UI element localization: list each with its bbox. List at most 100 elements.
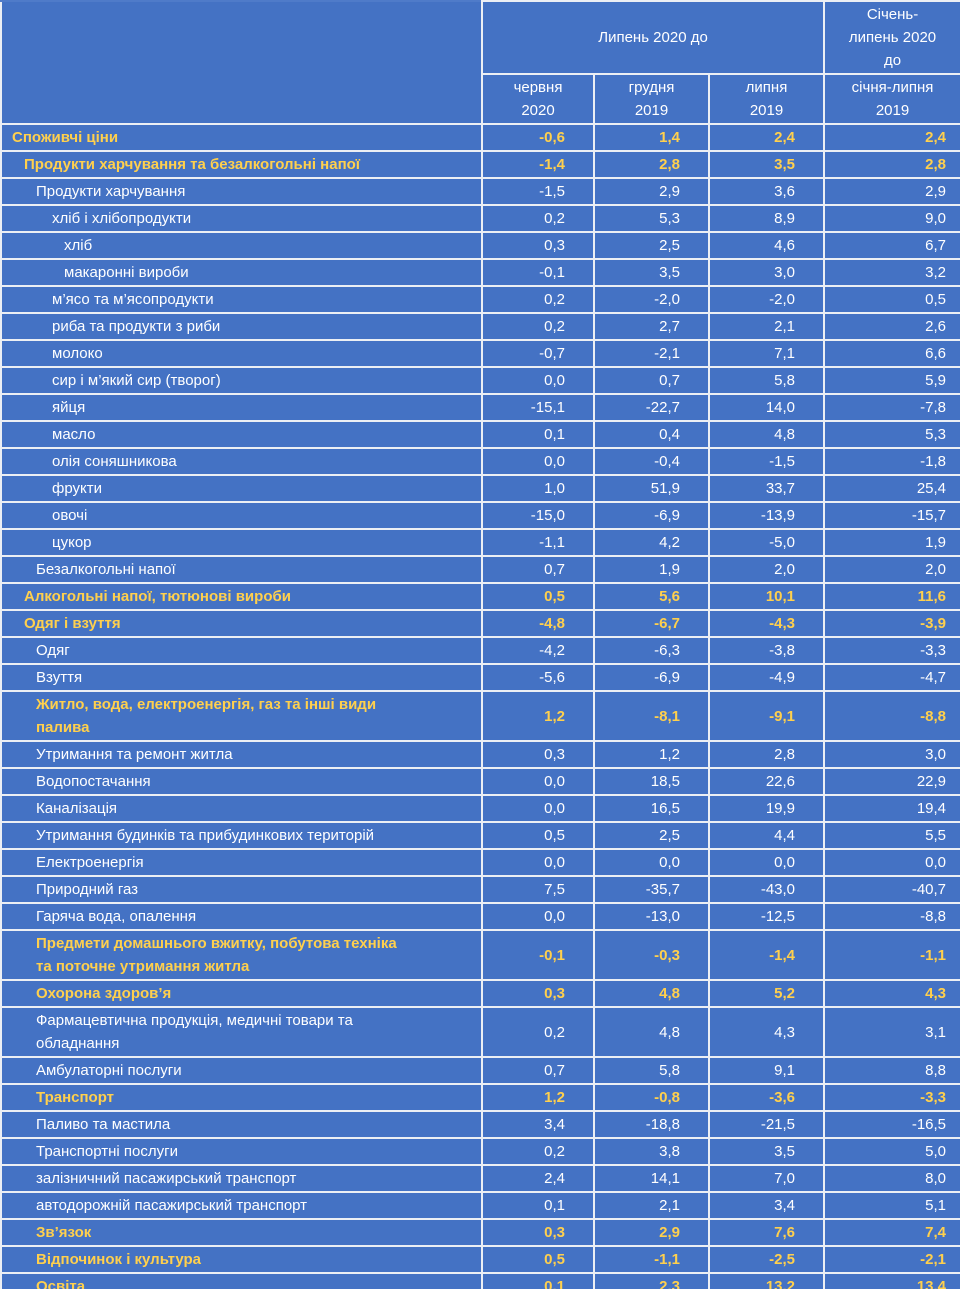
value-vs-december-2019: 2,9 [593, 177, 710, 206]
value-vs-december-2019: 3,5 [593, 258, 710, 287]
table-row: Природний газ 7,5 -35,7 -43,0 -40,7 [0, 875, 960, 904]
table-row: молоко -0,7 -2,1 7,1 6,6 [0, 339, 960, 368]
value-vs-june-2020: 0,3 [481, 740, 595, 769]
value-vs-june-2020: 0,1 [481, 1191, 595, 1220]
subcol-jan-july-2019: січня-липня 2019 [823, 73, 960, 125]
value-vs-june-2020: -4,8 [481, 609, 595, 638]
value-vs-december-2019: -8,1 [593, 690, 710, 742]
value-vs-june-2020: 0,0 [481, 902, 595, 931]
value-vs-december-2019: 1,4 [593, 123, 710, 152]
value-vs-june-2020: -1,5 [481, 177, 595, 206]
row-label: Транспорт [0, 1083, 483, 1112]
value-vs-december-2019: 2,3 [593, 1272, 710, 1289]
table-row: Безалкогольні напої 0,7 1,9 2,0 2,0 [0, 555, 960, 584]
table-row: масло 0,1 0,4 4,8 5,3 [0, 420, 960, 449]
table-row: Фармацевтична продукція, медичні товари … [0, 1006, 960, 1058]
row-label: Безалкогольні напої [0, 555, 483, 584]
table-row: Продукти харчування -1,5 2,9 3,6 2,9 [0, 177, 960, 206]
value-jan-july-vs-2019: 5,1 [823, 1191, 960, 1220]
table-row: Житло, вода, електроенергія, газ та інші… [0, 690, 960, 742]
table-row: Споживчі ціни -0,6 1,4 2,4 2,4 [0, 123, 960, 152]
row-label: Алкогольні напої, тютюнові вироби [0, 582, 483, 611]
value-vs-july-2019: 3,5 [707, 150, 826, 179]
value-jan-july-vs-2019: -16,5 [823, 1110, 960, 1139]
value-jan-july-vs-2019: -8,8 [823, 690, 960, 742]
table-row: Каналізація 0,0 16,5 19,9 19,4 [0, 794, 960, 823]
value-jan-july-vs-2019: 8,0 [823, 1164, 960, 1193]
value-jan-july-vs-2019: 19,4 [823, 794, 960, 823]
row-label: Зв’язок [0, 1218, 483, 1247]
value-vs-december-2019: 4,8 [593, 1006, 710, 1058]
row-label: Каналізація [0, 794, 483, 823]
table-row: Утримання та ремонт житла 0,3 1,2 2,8 3,… [0, 740, 960, 769]
value-vs-december-2019: -0,3 [593, 929, 710, 981]
table-row: Транспорт 1,2 -0,8 -3,6 -3,3 [0, 1083, 960, 1112]
value-vs-june-2020: 0,3 [481, 979, 595, 1008]
value-jan-july-vs-2019: -7,8 [823, 393, 960, 422]
table-row: овочі -15,0 -6,9 -13,9 -15,7 [0, 501, 960, 530]
table-row: сир і м’який сир (творог) 0,0 0,7 5,8 5,… [0, 366, 960, 395]
table-row: хліб і хлібопродукти 0,2 5,3 8,9 9,0 [0, 204, 960, 233]
value-jan-july-vs-2019: 2,4 [823, 123, 960, 152]
value-vs-june-2020: 0,3 [481, 231, 595, 260]
header-sub-row: червня 2020 грудня 2019 липня 2019 січня… [1, 73, 960, 125]
value-vs-december-2019: 0,0 [593, 848, 710, 877]
row-label: Житло, вода, електроенергія, газ та інші… [0, 690, 483, 742]
row-label: молоко [0, 339, 483, 368]
table-row: Транспортні послуги 0,2 3,8 3,5 5,0 [0, 1137, 960, 1166]
period-right-header: Січень- липень 2020 до [823, 0, 960, 75]
value-vs-june-2020: -0,7 [481, 339, 595, 368]
value-vs-july-2019: -3,8 [707, 636, 826, 665]
value-vs-june-2020: -15,0 [481, 501, 595, 530]
value-vs-june-2020: 0,2 [481, 312, 595, 341]
corner-cell [0, 0, 483, 125]
row-label: залізничний пасажирський транспорт [0, 1164, 483, 1193]
row-label: Предмети домашнього вжитку, побутова тех… [0, 929, 483, 981]
value-jan-july-vs-2019: -8,8 [823, 902, 960, 931]
value-jan-july-vs-2019: 0,0 [823, 848, 960, 877]
value-jan-july-vs-2019: 22,9 [823, 767, 960, 796]
table-row: Освіта 0,1 2,3 13,2 13,4 [0, 1272, 960, 1289]
value-vs-july-2019: 5,8 [707, 366, 826, 395]
row-label: Водопостачання [0, 767, 483, 796]
row-label: Паливо та мастила [0, 1110, 483, 1139]
table-row: Утримання будинків та прибудинкових тери… [0, 821, 960, 850]
value-vs-june-2020: 1,2 [481, 690, 595, 742]
value-vs-june-2020: 0,2 [481, 285, 595, 314]
value-vs-june-2020: -5,6 [481, 663, 595, 692]
row-label: Фармацевтична продукція, медичні товари … [0, 1006, 483, 1058]
value-jan-july-vs-2019: 3,0 [823, 740, 960, 769]
value-vs-july-2019: 4,8 [707, 420, 826, 449]
value-vs-june-2020: 0,5 [481, 821, 595, 850]
value-jan-july-vs-2019: 11,6 [823, 582, 960, 611]
row-label: яйця [0, 393, 483, 422]
table-row: олія соняшникова 0,0 -0,4 -1,5 -1,8 [0, 447, 960, 476]
value-vs-july-2019: 3,6 [707, 177, 826, 206]
value-vs-july-2019: -13,9 [707, 501, 826, 530]
table-row: Паливо та мастила 3,4 -18,8 -21,5 -16,5 [0, 1110, 960, 1139]
value-vs-july-2019: 7,0 [707, 1164, 826, 1193]
value-jan-july-vs-2019: -40,7 [823, 875, 960, 904]
value-vs-july-2019: 9,1 [707, 1056, 826, 1085]
value-vs-june-2020: 0,2 [481, 204, 595, 233]
value-vs-july-2019: 2,4 [707, 123, 826, 152]
value-jan-july-vs-2019: 4,3 [823, 979, 960, 1008]
table-row: Алкогольні напої, тютюнові вироби 0,5 5,… [0, 582, 960, 611]
value-vs-july-2019: 7,1 [707, 339, 826, 368]
value-jan-july-vs-2019: 2,9 [823, 177, 960, 206]
table-row: яйця -15,1 -22,7 14,0 -7,8 [0, 393, 960, 422]
value-jan-july-vs-2019: 2,6 [823, 312, 960, 341]
row-label: м’ясо та м’ясопродукти [0, 285, 483, 314]
table-row: Продукти харчування та безалкогольні нап… [0, 150, 960, 179]
value-jan-july-vs-2019: -3,3 [823, 1083, 960, 1112]
period-group-header: Липень 2020 до [480, 0, 826, 75]
value-vs-july-2019: -1,4 [707, 929, 826, 981]
table-row: Охорона здоров’я 0,3 4,8 5,2 4,3 [0, 979, 960, 1008]
value-vs-june-2020: 0,0 [481, 794, 595, 823]
value-vs-june-2020: 0,7 [481, 1056, 595, 1085]
row-label: Одяг і взуття [0, 609, 483, 638]
value-vs-december-2019: -0,4 [593, 447, 710, 476]
row-label: олія соняшникова [0, 447, 483, 476]
value-vs-june-2020: -1,4 [481, 150, 595, 179]
value-vs-june-2020: 0,1 [481, 420, 595, 449]
